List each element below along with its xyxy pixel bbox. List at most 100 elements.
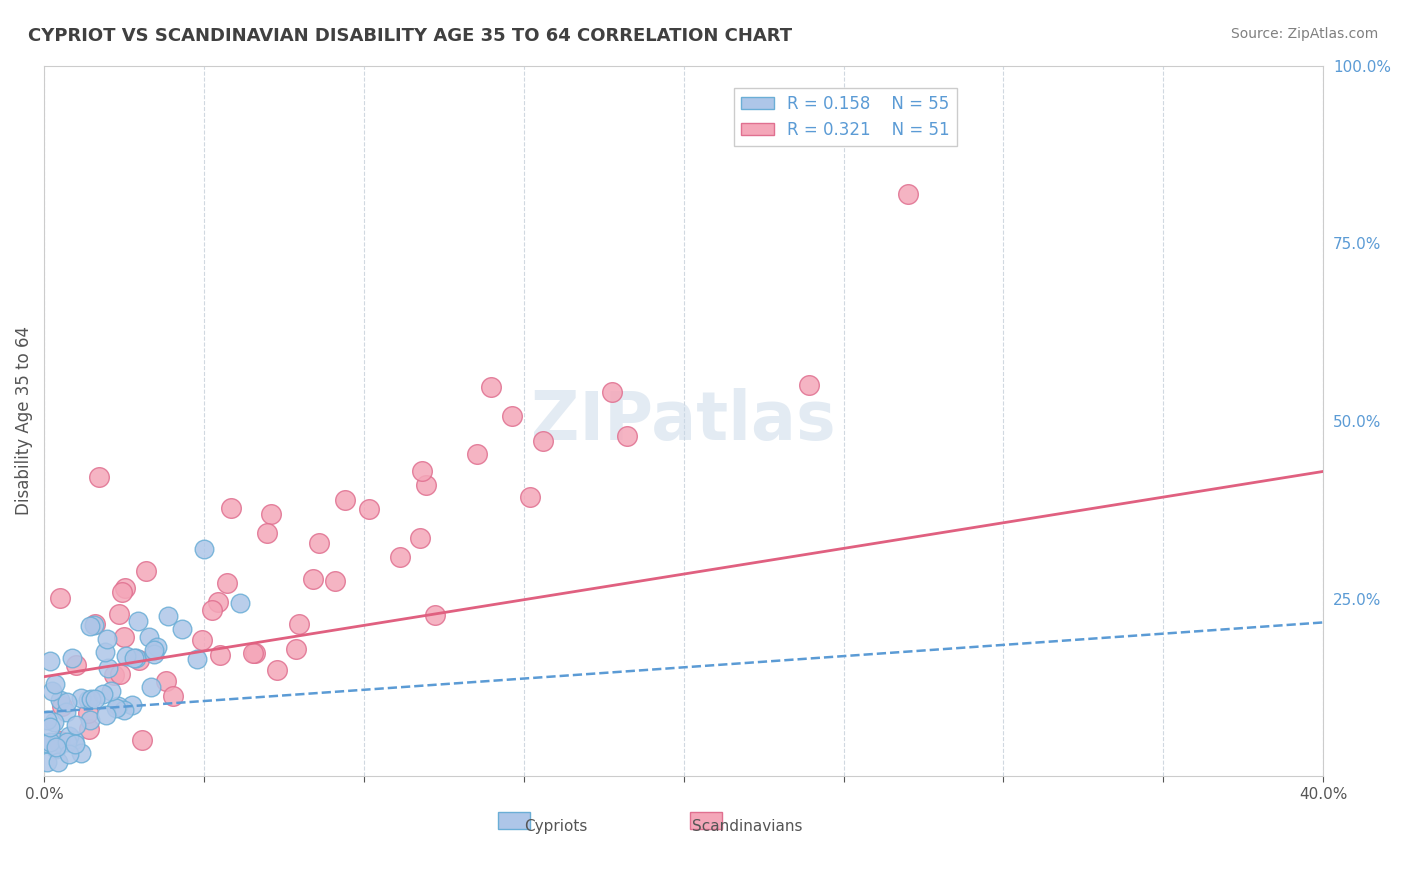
- Point: [94, 708, 117, 723]
- Point: [215, 575, 238, 590]
- Point: [243, 646, 266, 660]
- Point: [302, 572, 325, 586]
- Point: [45, 740, 67, 755]
- Point: [409, 531, 432, 545]
- Point: [124, 650, 146, 665]
- Point: [519, 490, 541, 504]
- Legend: R = 0.158    N = 55, R = 0.321    N = 51: R = 0.158 N = 55, R = 0.321 N = 51: [734, 88, 956, 145]
- Point: [51, 699, 73, 714]
- Point: [121, 698, 143, 712]
- Point: [219, 501, 242, 516]
- Point: [602, 384, 624, 399]
- Point: [111, 585, 134, 599]
- Point: [157, 608, 180, 623]
- Text: CYPRIOT VS SCANDINAVIAN DISABILITY AGE 35 TO 64 CORRELATION CHART: CYPRIOT VS SCANDINAVIAN DISABILITY AGE 3…: [28, 27, 792, 45]
- Point: [193, 541, 215, 556]
- Point: [135, 564, 157, 578]
- Point: [110, 666, 132, 681]
- Point: [49, 591, 72, 605]
- Point: [49, 733, 72, 747]
- Point: [501, 409, 523, 423]
- Point: [128, 653, 150, 667]
- Point: [115, 648, 138, 663]
- Point: [77, 692, 100, 706]
- Point: [79, 713, 101, 727]
- Point: [70, 691, 93, 706]
- Point: [266, 664, 288, 678]
- Point: [55, 735, 77, 749]
- Point: [58, 747, 80, 761]
- Point: [531, 434, 554, 449]
- Point: [80, 692, 103, 706]
- Point: [112, 630, 135, 644]
- Point: [100, 684, 122, 698]
- Point: [256, 525, 278, 540]
- Point: [127, 615, 149, 629]
- FancyBboxPatch shape: [690, 812, 723, 830]
- Point: [83, 618, 105, 632]
- Point: [108, 607, 131, 621]
- Point: [39, 654, 62, 668]
- Text: Source: ZipAtlas.com: Source: ZipAtlas.com: [1230, 27, 1378, 41]
- Point: [45, 741, 67, 756]
- Point: [155, 673, 177, 688]
- Point: [209, 648, 232, 662]
- Point: [131, 733, 153, 747]
- Point: [77, 722, 100, 736]
- Point: [65, 657, 87, 672]
- Point: [65, 718, 87, 732]
- Point: [76, 706, 98, 720]
- Point: [83, 617, 105, 632]
- Point: [49, 693, 72, 707]
- Point: [229, 597, 252, 611]
- Point: [39, 720, 62, 734]
- Y-axis label: Disability Age 35 to 64: Disability Age 35 to 64: [15, 326, 32, 516]
- Point: [799, 378, 821, 392]
- Point: [112, 703, 135, 717]
- Point: [58, 730, 80, 744]
- Point: [143, 643, 166, 657]
- Point: [260, 507, 283, 521]
- Point: [107, 699, 129, 714]
- Point: [56, 695, 79, 709]
- Point: [41, 684, 63, 698]
- Point: [423, 608, 446, 623]
- Point: [288, 616, 311, 631]
- Point: [89, 469, 111, 483]
- Point: [104, 701, 127, 715]
- Point: [103, 667, 125, 681]
- Point: [308, 536, 330, 550]
- Point: [83, 692, 105, 706]
- Point: [39, 735, 62, 749]
- Point: [479, 380, 502, 394]
- Point: [42, 715, 65, 730]
- Point: [37, 736, 59, 750]
- Point: [142, 647, 165, 661]
- Point: [114, 581, 136, 595]
- Point: [46, 755, 69, 769]
- Text: ZIPatlas: ZIPatlas: [531, 388, 837, 454]
- Point: [191, 632, 214, 647]
- Point: [146, 640, 169, 654]
- Point: [186, 652, 208, 666]
- Point: [896, 186, 918, 201]
- Point: [616, 429, 638, 443]
- Point: [323, 574, 346, 589]
- Point: [94, 645, 117, 659]
- Text: Scandinavians: Scandinavians: [692, 819, 803, 834]
- Point: [63, 737, 86, 751]
- Point: [357, 501, 380, 516]
- Point: [37, 755, 59, 769]
- Point: [389, 549, 412, 564]
- Point: [96, 632, 118, 647]
- Point: [201, 603, 224, 617]
- Point: [415, 478, 437, 492]
- Point: [207, 595, 229, 609]
- Point: [60, 651, 83, 665]
- Point: [242, 646, 264, 660]
- Point: [63, 732, 86, 747]
- Point: [46, 735, 69, 749]
- Point: [91, 687, 114, 701]
- Point: [411, 464, 433, 478]
- FancyBboxPatch shape: [498, 812, 530, 830]
